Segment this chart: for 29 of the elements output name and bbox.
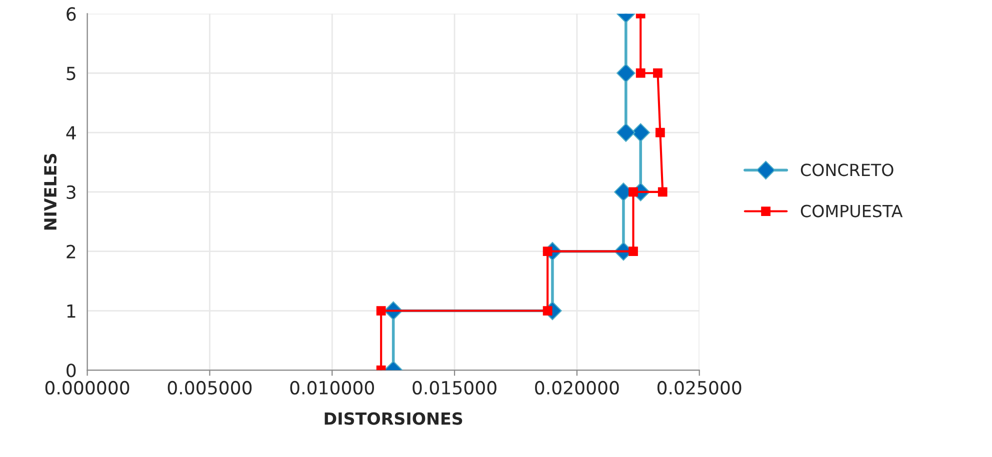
x-tick-label: 0.000000 (45, 380, 130, 395)
y-tick-label: 2 (66, 244, 76, 258)
x-tick-label: 0.010000 (290, 380, 374, 395)
point (542, 306, 552, 316)
point (542, 246, 552, 256)
point (653, 68, 662, 78)
y-tick-label: 4 (66, 126, 76, 140)
point (628, 246, 638, 256)
point (376, 306, 386, 316)
x-tick-label: 0.020000 (535, 380, 619, 395)
point (658, 187, 668, 197)
point (628, 187, 638, 197)
y-tick-label: 1 (67, 304, 76, 318)
x-axis-title: DISTORSIONES (324, 412, 462, 425)
legend-label: COMPUESTA (800, 204, 903, 218)
y-tick-label: 6 (66, 7, 76, 21)
y-tick-label: 0 (66, 364, 76, 378)
y-tick-label: 3 (66, 185, 76, 200)
x-tick-label: 0.015000 (412, 380, 496, 395)
y-tick-label: 5 (66, 66, 76, 80)
x-tick-label: 0.025000 (657, 380, 742, 395)
point (616, 64, 636, 82)
point (631, 123, 650, 142)
x-tick-label: 0.005000 (168, 380, 252, 395)
point (636, 68, 646, 78)
point (616, 123, 636, 142)
y-axis-title: NIVELES (44, 154, 57, 230)
legend-label: CONCRETO (800, 164, 894, 176)
point (656, 128, 665, 138)
